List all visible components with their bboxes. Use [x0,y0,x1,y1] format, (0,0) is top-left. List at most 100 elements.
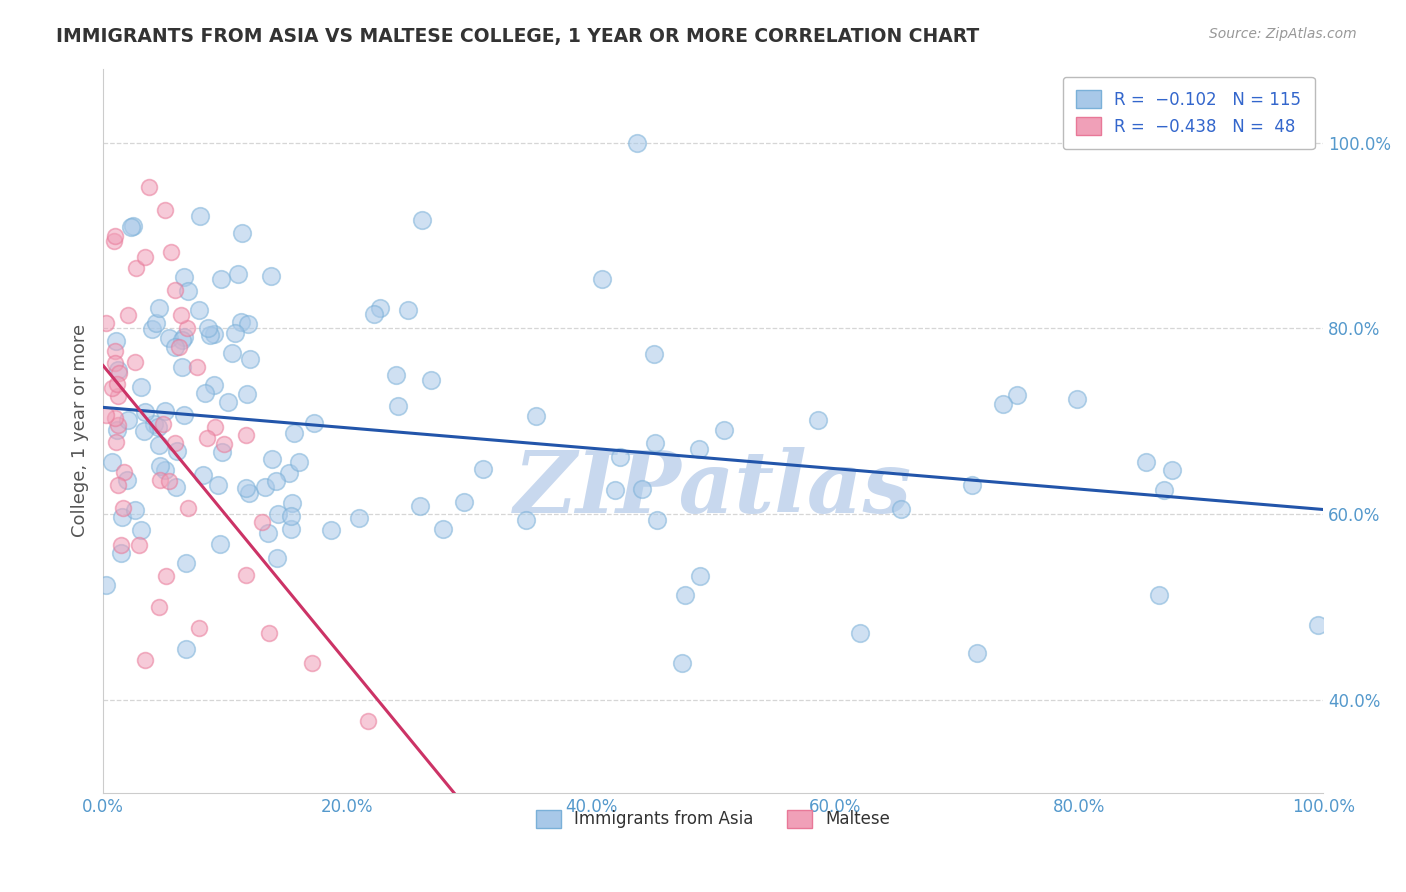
Point [165,340,187,354]
Point [235,428,257,442]
Point [644,436,666,450]
Point [231,226,253,240]
Point [849,625,872,640]
Text: IMMIGRANTS FROM ASIA VS MALTESE COLLEGE, 1 YEAR OR MORE CORRELATION CHART: IMMIGRANTS FROM ASIA VS MALTESE COLLEGE,… [56,27,980,45]
Point [104,228,127,243]
Point [807,412,830,426]
Point [149,458,172,473]
Point [107,418,129,433]
Point [1005,388,1028,402]
Point [176,320,198,334]
Point [120,220,142,235]
Point [231,315,253,329]
Point [104,334,127,348]
Point [432,522,454,536]
Point [591,272,613,286]
Point [157,474,180,488]
Point [160,244,183,259]
Point [138,180,160,194]
Point [145,316,167,330]
Point [173,269,195,284]
Point [148,438,170,452]
Point [107,377,129,392]
Point [107,362,129,376]
Point [124,355,146,369]
Point [689,569,711,583]
Point [304,416,326,430]
Point [107,389,129,403]
Point [524,409,547,423]
Point [134,405,156,419]
Point [266,550,288,565]
Point [278,466,301,480]
Point [890,501,912,516]
Point [966,646,988,660]
Point [125,260,148,275]
Point [631,482,654,496]
Point [281,496,304,510]
Point [363,307,385,321]
Point [186,360,208,375]
Point [117,413,139,427]
Point [197,320,219,334]
Point [259,269,281,284]
Point [124,503,146,517]
Point [167,340,190,354]
Point [262,451,284,466]
Point [176,641,198,656]
Point [609,450,631,464]
Point [419,373,441,387]
Point [112,500,135,515]
Point [153,202,176,217]
Point [94,578,117,592]
Point [321,523,343,537]
Point [283,425,305,440]
Y-axis label: College, 1 year or more: College, 1 year or more [72,324,89,537]
Point [107,477,129,491]
Point [146,420,169,434]
Point [165,479,187,493]
Point [603,483,626,498]
Point [148,301,170,315]
Point [211,445,233,459]
Point [280,509,302,524]
Point [688,442,710,456]
Point [165,436,187,450]
Point [288,455,311,469]
Point [671,657,693,671]
Point [191,468,214,483]
Point [166,444,188,458]
Point [101,454,124,468]
Point [153,463,176,477]
Point [250,516,273,530]
Point [112,465,135,479]
Point [209,537,232,551]
Point [409,499,432,513]
Point [121,219,143,233]
Point [396,303,419,318]
Point [264,474,287,488]
Point [170,359,193,374]
Point [280,523,302,537]
Point [104,356,127,370]
Point [224,326,246,340]
Point [173,408,195,422]
Point [174,556,197,570]
Point [238,485,260,500]
Point [254,480,277,494]
Point [152,417,174,431]
Point [256,526,278,541]
Point [110,538,132,552]
Point [411,212,433,227]
Point [204,420,226,434]
Point [117,308,139,322]
Point [104,343,127,358]
Point [104,411,127,425]
Point [357,714,380,728]
Legend: Immigrants from Asia, Maltese: Immigrants from Asia, Maltese [529,803,897,835]
Point [108,366,131,380]
Point [673,588,696,602]
Point [155,569,177,583]
Point [1161,463,1184,477]
Point [626,136,648,150]
